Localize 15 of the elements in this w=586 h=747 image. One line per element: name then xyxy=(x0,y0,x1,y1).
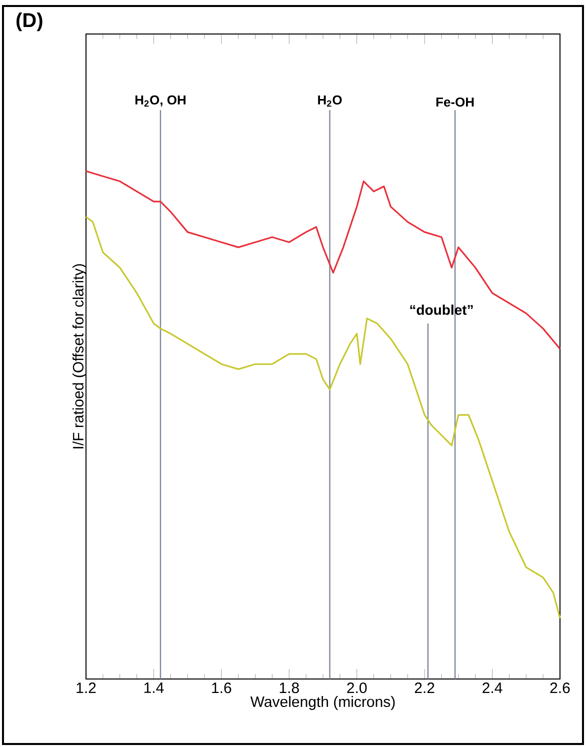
annotation: “doublet” xyxy=(410,304,473,315)
x-tick-label: 2.2 xyxy=(414,682,434,693)
ref-line-label: Fe-OH xyxy=(436,97,474,107)
x-tick-label: 1.8 xyxy=(280,682,299,694)
x-tick-label: 1.4 xyxy=(144,682,164,693)
x-tick-label: 2.4 xyxy=(482,682,502,693)
x-tick-label: 1.2 xyxy=(76,682,96,693)
y-axis-title: I/F ratioed (Offset for clarity) xyxy=(72,264,86,448)
x-tick-label: 2.0 xyxy=(347,682,367,694)
x-tick-label: 2.6 xyxy=(550,682,570,694)
ref-line-label: H$_{2}$O xyxy=(318,95,342,107)
text: (D) xyxy=(16,12,42,32)
x-tick-label: 1.6 xyxy=(212,682,232,694)
ref-line-label: H$_{2}$O, OH xyxy=(135,95,186,107)
x-axis-title: Wavelength (microns) xyxy=(250,696,395,710)
